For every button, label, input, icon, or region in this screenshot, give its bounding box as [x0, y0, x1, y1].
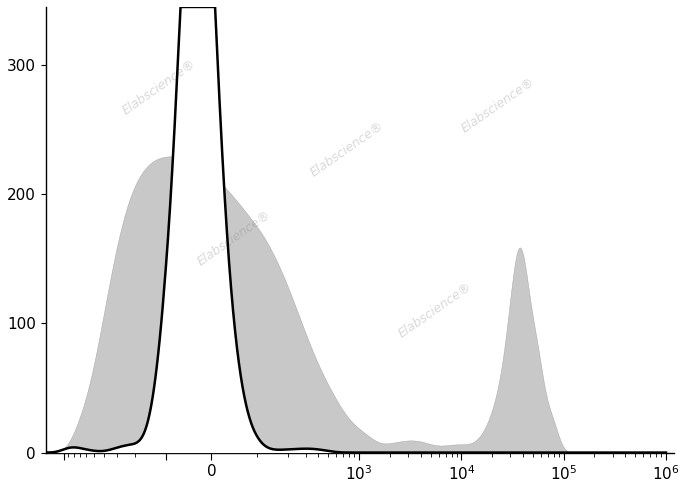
Text: Elabscience®: Elabscience®	[195, 209, 273, 269]
Text: Elabscience®: Elabscience®	[459, 75, 537, 135]
Text: Elabscience®: Elabscience®	[396, 280, 475, 340]
Text: Elabscience®: Elabscience®	[120, 57, 198, 117]
Text: Elabscience®: Elabscience®	[308, 120, 387, 180]
